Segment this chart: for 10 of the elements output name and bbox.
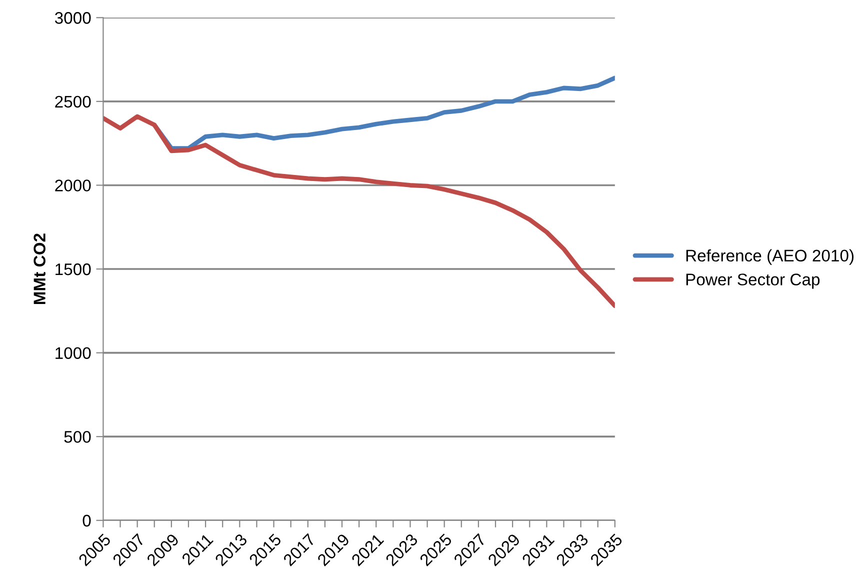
y-axis-title: MMt CO2 [34,234,46,304]
y-tick-label: 3000 [54,12,91,24]
legend-label: Reference (AEO 2010) [686,249,854,265]
legend-label: Power Sector Cap [686,274,820,289]
y-tick-label: 2000 [55,180,91,192]
y-tick-label: 1000 [56,347,91,360]
y-tick-label: 0 [82,514,91,527]
y-tick-label: 2500 [55,96,91,108]
y-tick-label: 1500 [56,263,91,276]
y-tick-label: 500 [64,430,91,443]
